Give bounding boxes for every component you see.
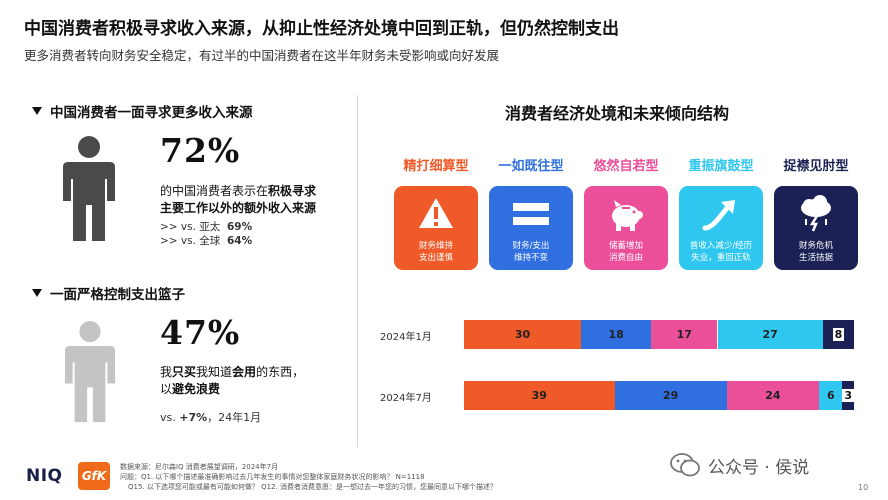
footnote-question: 问题：Q1. 以下哪个描述最准确影响过去几年发生的事情对您整体家庭财务状况的影响… <box>120 473 425 481</box>
bar-value-label: 39 <box>531 389 547 402</box>
bar-value-label: 24 <box>765 389 781 402</box>
bar-segment: 18 <box>581 320 652 349</box>
row-label: 2024年1月 <box>380 332 432 343</box>
triangle-down-icon <box>32 289 42 297</box>
series-label-2: 一如既往型 <box>498 159 564 174</box>
series-card-4: 曾收入减少/经历 失业，重回正轨 <box>679 186 763 270</box>
series-label-4: 重振旗鼓型 <box>688 159 754 174</box>
bar-value-label: 27 <box>762 328 778 341</box>
bar-segment: 27 <box>717 320 823 349</box>
income-compare-apac: >> vs. 亚太 69% <box>160 221 253 233</box>
section-heading-income-text: 中国消费者一面寻求更多收入来源 <box>50 105 253 121</box>
bar-value-label: 3 <box>842 389 855 402</box>
bar-segment: 8 <box>822 320 854 349</box>
series-card-1: 财务维持 支出谨慎 <box>394 186 478 270</box>
vertical-divider <box>357 95 358 447</box>
footnote-source: 数据来源：尼尔森IQ 消费者展望调研，2024年7月 <box>120 463 279 471</box>
triangle-down-icon <box>32 107 42 115</box>
bar-value-label: 8 <box>832 328 845 341</box>
person-icon <box>63 136 115 241</box>
income-compare-global: >> vs. 全球 64% <box>160 235 253 247</box>
bar-segment: 39 <box>464 381 615 410</box>
series-card-3: 储蓄增加 消费自由 <box>584 186 668 270</box>
series-label-3: 悠然自若型 <box>593 159 659 174</box>
chart-title: 消费者经济处境和未来倾向结构 <box>505 104 730 123</box>
bar-segment: 17 <box>651 320 718 349</box>
footnote-question-2: Q15. 以下选项您可能或最有可能如何做？ Q12. 消费者消费意愿：是一想过去… <box>128 483 497 491</box>
section-heading-spending-text: 一面严格控制支出篮子 <box>50 287 185 303</box>
series-label-5: 捉襟见肘型 <box>783 159 849 174</box>
bar-segment: 30 <box>464 320 581 349</box>
wechat-watermark: 公众号 · 侯说 <box>670 452 809 478</box>
slide-subtitle: 更多消费者转向财务安全稳定，有过半的中国消费者在这半年财务未受影响或向好发展 <box>24 48 500 63</box>
series-label-1: 精打细算型 <box>403 159 469 174</box>
series-card-text: 财务危机 生活拮据 <box>798 241 833 263</box>
bar-segment: 29 <box>614 381 727 410</box>
series-card-2: 财务/支出 维持不变 <box>489 186 573 270</box>
wechat-icon <box>670 453 700 477</box>
series-card-5: 财务危机 生活拮据 <box>774 186 858 270</box>
series-card-text: 财务维持 支出谨慎 <box>418 241 453 263</box>
bar-value-label: 30 <box>514 328 531 341</box>
bar-segment: 6 <box>819 381 843 410</box>
bar-value-label: 6 <box>826 389 835 402</box>
series-card-text: 曾收入减少/经历 失业，重回正轨 <box>689 241 753 263</box>
series-card-text: 财务/支出 维持不变 <box>512 241 550 263</box>
watermark-text: 公众号 · 侯说 <box>708 457 810 478</box>
income-percent: 72% <box>160 131 241 170</box>
spending-percent: 47% <box>160 313 241 352</box>
bar-value-label: 18 <box>608 328 624 341</box>
slide-title: 中国消费者积极寻求收入来源，从抑止性经济处境中回到正轨，但仍然控制支出 <box>24 19 619 39</box>
bar-value-label: 29 <box>662 389 679 402</box>
spending-description: 我只买我知道会用的东西， 以避免浪费 <box>160 365 305 396</box>
row-label: 2024年7月 <box>380 393 432 404</box>
spending-compare: vs. +7%，24年1月 <box>160 411 262 424</box>
section-heading-income: 中国消费者一面寻求更多收入来源 <box>32 101 253 121</box>
income-description: 的中国消费者表示在积极寻求 主要工作以外的额外收入来源 <box>160 184 317 215</box>
section-heading-spending: 一面严格控制支出篮子 <box>32 283 185 303</box>
bar-segment: 24 <box>726 381 820 410</box>
page-number: 10 <box>858 483 869 492</box>
person-icon <box>64 320 116 423</box>
niq-logo: NIQ <box>26 466 63 486</box>
gfk-logo: GfK <box>78 462 110 490</box>
bar-segment: 3 <box>842 381 855 410</box>
bar-value-label: 17 <box>676 328 692 341</box>
series-card-text: 储蓄增加 消费自由 <box>608 241 643 263</box>
